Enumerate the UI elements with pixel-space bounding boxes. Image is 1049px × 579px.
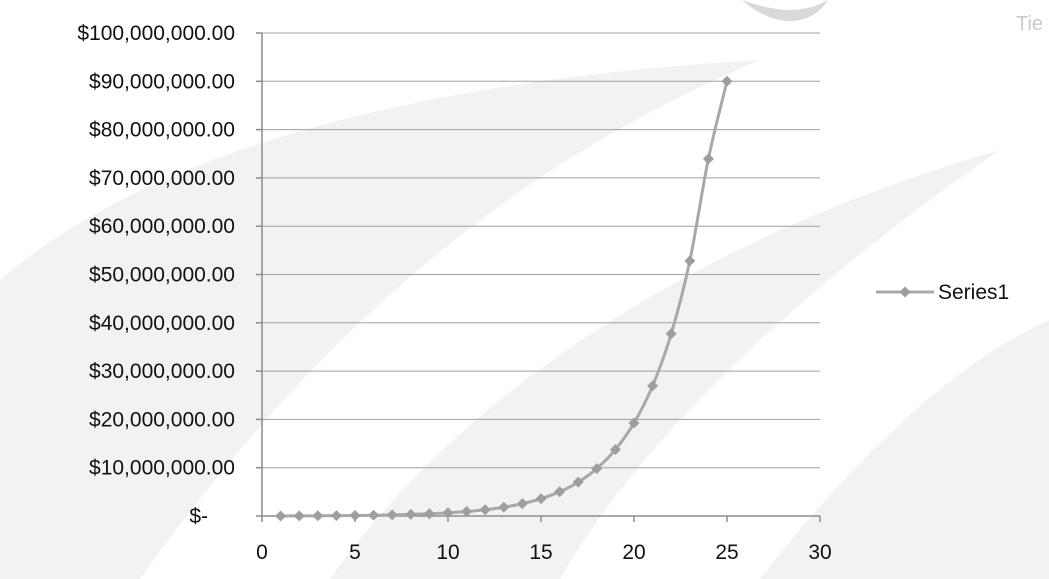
data-point-24: [702, 153, 714, 165]
data-point-13: [498, 501, 510, 513]
y-tick-label-9: $90,000,000.00: [89, 70, 235, 93]
logo-mark: [742, 0, 828, 22]
x-tick-label-3: 15: [529, 541, 552, 564]
data-point-16: [554, 486, 566, 498]
data-point-3: [312, 510, 324, 522]
data-point-22: [665, 328, 677, 340]
legend-marker: [899, 286, 911, 298]
x-tick-label-5: 25: [715, 541, 738, 564]
y-tick-label-2: $20,000,000.00: [89, 408, 235, 431]
y-tick-label-1: $10,000,000.00: [89, 457, 235, 480]
data-point-18: [591, 463, 603, 475]
data-point-23: [684, 255, 696, 267]
data-point-10: [442, 507, 454, 519]
y-tick-label-0: $-: [189, 505, 208, 528]
data-point-1: [275, 510, 287, 522]
y-tick-label-3: $30,000,000.00: [89, 360, 235, 383]
gridlines: [262, 32, 820, 469]
data-point-5: [349, 509, 361, 521]
corner-text: Tie: [1016, 13, 1043, 35]
data-point-7: [386, 509, 398, 521]
data-point-6: [368, 509, 380, 521]
watermark-swoosh-right: [760, 320, 1049, 579]
watermark-swoosh-left: [0, 60, 760, 579]
data-point-8: [405, 508, 417, 520]
y-tick-label-5: $50,000,000.00: [89, 264, 235, 287]
data-point-21: [647, 380, 659, 392]
series-group: [275, 75, 733, 522]
y-tick-label-4: $40,000,000.00: [89, 312, 235, 335]
x-tick-label-2: 10: [436, 541, 459, 564]
data-point-15: [535, 493, 547, 505]
y-tick-label-7: $70,000,000.00: [89, 167, 235, 190]
x-tick-label-1: 5: [349, 541, 361, 564]
x-tick-label-0: 0: [256, 541, 268, 564]
legend-label-series1: Series1: [938, 281, 1009, 304]
data-point-9: [423, 508, 435, 520]
data-point-14: [516, 498, 528, 510]
data-point-19: [609, 444, 621, 456]
x-tick-label-4: 20: [622, 541, 645, 564]
data-point-20: [628, 417, 640, 429]
y-tick-label-6: $60,000,000.00: [89, 215, 235, 238]
data-point-25: [721, 75, 733, 87]
x-axis-tick-labels: 0 5 10 15 20 25 30: [256, 541, 832, 564]
x-tick-label-6: 30: [808, 541, 831, 564]
y-tick-label-8: $80,000,000.00: [89, 119, 235, 142]
y-axis-tick-labels: $- $10,000,000.00 $20,000,000.00 $30,000,00…: [77, 22, 235, 528]
watermark-swoosh-center: [330, 150, 1000, 579]
data-point-11: [461, 506, 473, 518]
legend: Series1: [876, 281, 1009, 304]
y-tick-label-10: $100,000,000.00: [77, 22, 235, 45]
data-point-12: [479, 504, 491, 516]
data-point-4: [330, 510, 342, 522]
data-point-17: [572, 476, 584, 488]
data-point-2: [293, 510, 305, 522]
